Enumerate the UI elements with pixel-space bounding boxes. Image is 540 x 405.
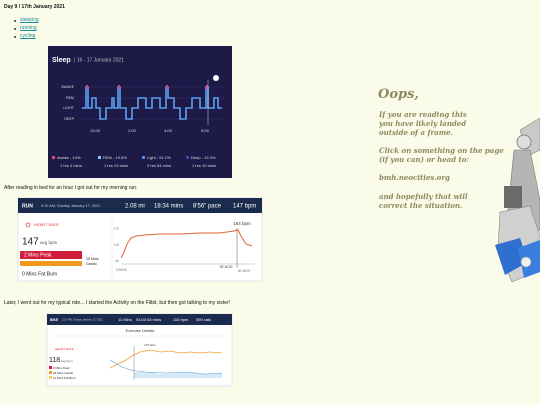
link[interactable]: cycling	[20, 33, 36, 39]
link[interactable]: sleeping	[20, 17, 39, 23]
oops-line: outside of a frame.	[379, 128, 453, 137]
run-header	[18, 198, 262, 213]
run-cardio: Cardio	[86, 262, 97, 266]
run-time-label: 00:18:37	[238, 269, 251, 273]
paragraph: After reading in bed for an hour I got o…	[4, 185, 138, 191]
link[interactable]: running	[20, 25, 37, 31]
run-heart-rate: HEART RATE	[34, 222, 59, 227]
run-axis-label: 170	[113, 227, 119, 231]
time-label: 6:00	[201, 128, 210, 133]
bike-bpm: 116 bpm	[173, 317, 189, 322]
oops-title: Oops,	[378, 87, 419, 102]
run-time-label: 0:00:00	[116, 268, 127, 272]
bike-distance: 11 Mins	[118, 317, 132, 322]
peak-bar	[20, 251, 82, 259]
bike-avg: 118	[49, 357, 60, 364]
bike-header	[47, 314, 232, 325]
bike-cals: 390 cals	[196, 317, 211, 322]
legend-label: Light - 51.2%	[147, 155, 171, 160]
bike-max: 147 bpm	[144, 343, 156, 347]
run-distance: 2.08 mi	[125, 204, 145, 210]
legend-label: REM - 19.5%	[103, 155, 127, 160]
stage-label: DEEP	[64, 117, 74, 121]
run-hr-line	[120, 229, 253, 259]
bike-hr-line	[109, 349, 223, 369]
cardio-bar	[20, 261, 82, 266]
sleep-date: | 16 - 17 January 2021	[74, 57, 124, 63]
oops-line: (if you can) or head to:	[379, 155, 470, 164]
legend-label: Awake - 14%	[57, 155, 81, 160]
bike-avg-unit: avg bpm	[61, 359, 73, 363]
fatburn-swatch	[49, 376, 52, 379]
oops-line: correct the situation.	[379, 201, 463, 210]
bike-rest-line	[109, 359, 223, 375]
run-max: 164 bpm	[233, 221, 251, 226]
peak-swatch	[49, 366, 52, 369]
run-bpm: 147 bpm	[233, 204, 256, 210]
oops-line: Click on something on the page	[379, 146, 504, 155]
run-time-label: 00:16:30	[220, 265, 233, 269]
hypnogram	[82, 86, 222, 120]
run-axis-label: 66	[115, 259, 119, 263]
legend-swatch	[186, 156, 189, 159]
bike-heart-rate: HEART RATE	[55, 347, 74, 351]
stage-label: REM	[66, 96, 74, 100]
run-fat-burn: 0 Mins Fat Burn	[22, 271, 58, 277]
legend-duration: 1 hrs 4 mins	[60, 163, 82, 168]
time-label: 2:00	[128, 128, 137, 133]
bike-peak: 0 Mins Peak	[53, 366, 70, 370]
heart-icon	[25, 222, 31, 228]
legend-label: Deep - 15.3%	[191, 155, 216, 160]
day-title: Day 9 / 17th January 2021	[4, 4, 65, 10]
legend-swatch	[52, 156, 55, 159]
stage-label: LIGHT	[63, 106, 74, 110]
run-axis-label: 118	[113, 243, 119, 247]
awake-marks	[86, 85, 208, 89]
legend-duration: 1 hrs 29 mins	[104, 163, 128, 168]
oops-line: If you are reading this	[379, 110, 467, 119]
bullet	[14, 20, 16, 22]
time-label: 12:00	[90, 128, 101, 133]
legend-swatch	[142, 156, 145, 159]
sleep-image	[48, 46, 232, 178]
run-avg: 147	[22, 237, 39, 248]
legend-duration: 3 hrs 54 mins	[147, 163, 171, 168]
bike-time: 2:20 PM, Sunday January 17, 2021	[62, 318, 103, 322]
bike-section: Exercise Details	[126, 328, 155, 333]
run-peak: 2 Mins Peak	[24, 252, 52, 258]
paragraph: Later, I went out for my typical ride...…	[4, 300, 230, 306]
legend-swatch	[98, 156, 101, 159]
bike-cardio: 24 Mins Cardio	[53, 371, 74, 375]
robot	[495, 117, 540, 283]
run-time: 9:10 AM, Sunday January 17, 2021	[41, 204, 100, 208]
run-avg-unit: avg bpm	[40, 240, 58, 245]
run-duration: 18:34 mins	[154, 204, 183, 210]
wake-icon	[213, 75, 219, 81]
sleep-title: Sleep	[52, 57, 71, 64]
bike-type: BIKE	[50, 318, 59, 322]
bullet	[14, 36, 16, 38]
bullet	[14, 28, 16, 30]
cardio-swatch	[49, 371, 52, 374]
run-type: RUN	[22, 203, 33, 209]
oops-line: and hopefully that will	[379, 192, 468, 201]
oops-link[interactable]: bmh.neocities.org	[379, 173, 450, 182]
stage-label: AWAKE	[61, 85, 74, 89]
bike-duration: 01:02:04 mins	[136, 317, 161, 322]
bike-fat-burn: 11 Mins Fat Burn	[53, 376, 76, 380]
run-cardio: 15 Mins	[86, 257, 99, 261]
oops-line: you have likely landed	[379, 119, 467, 128]
legend-duration: 1 hrs 10 mins	[192, 163, 216, 168]
time-label: 4:00	[164, 128, 173, 133]
run-pace: 8'56" pace	[193, 204, 222, 210]
